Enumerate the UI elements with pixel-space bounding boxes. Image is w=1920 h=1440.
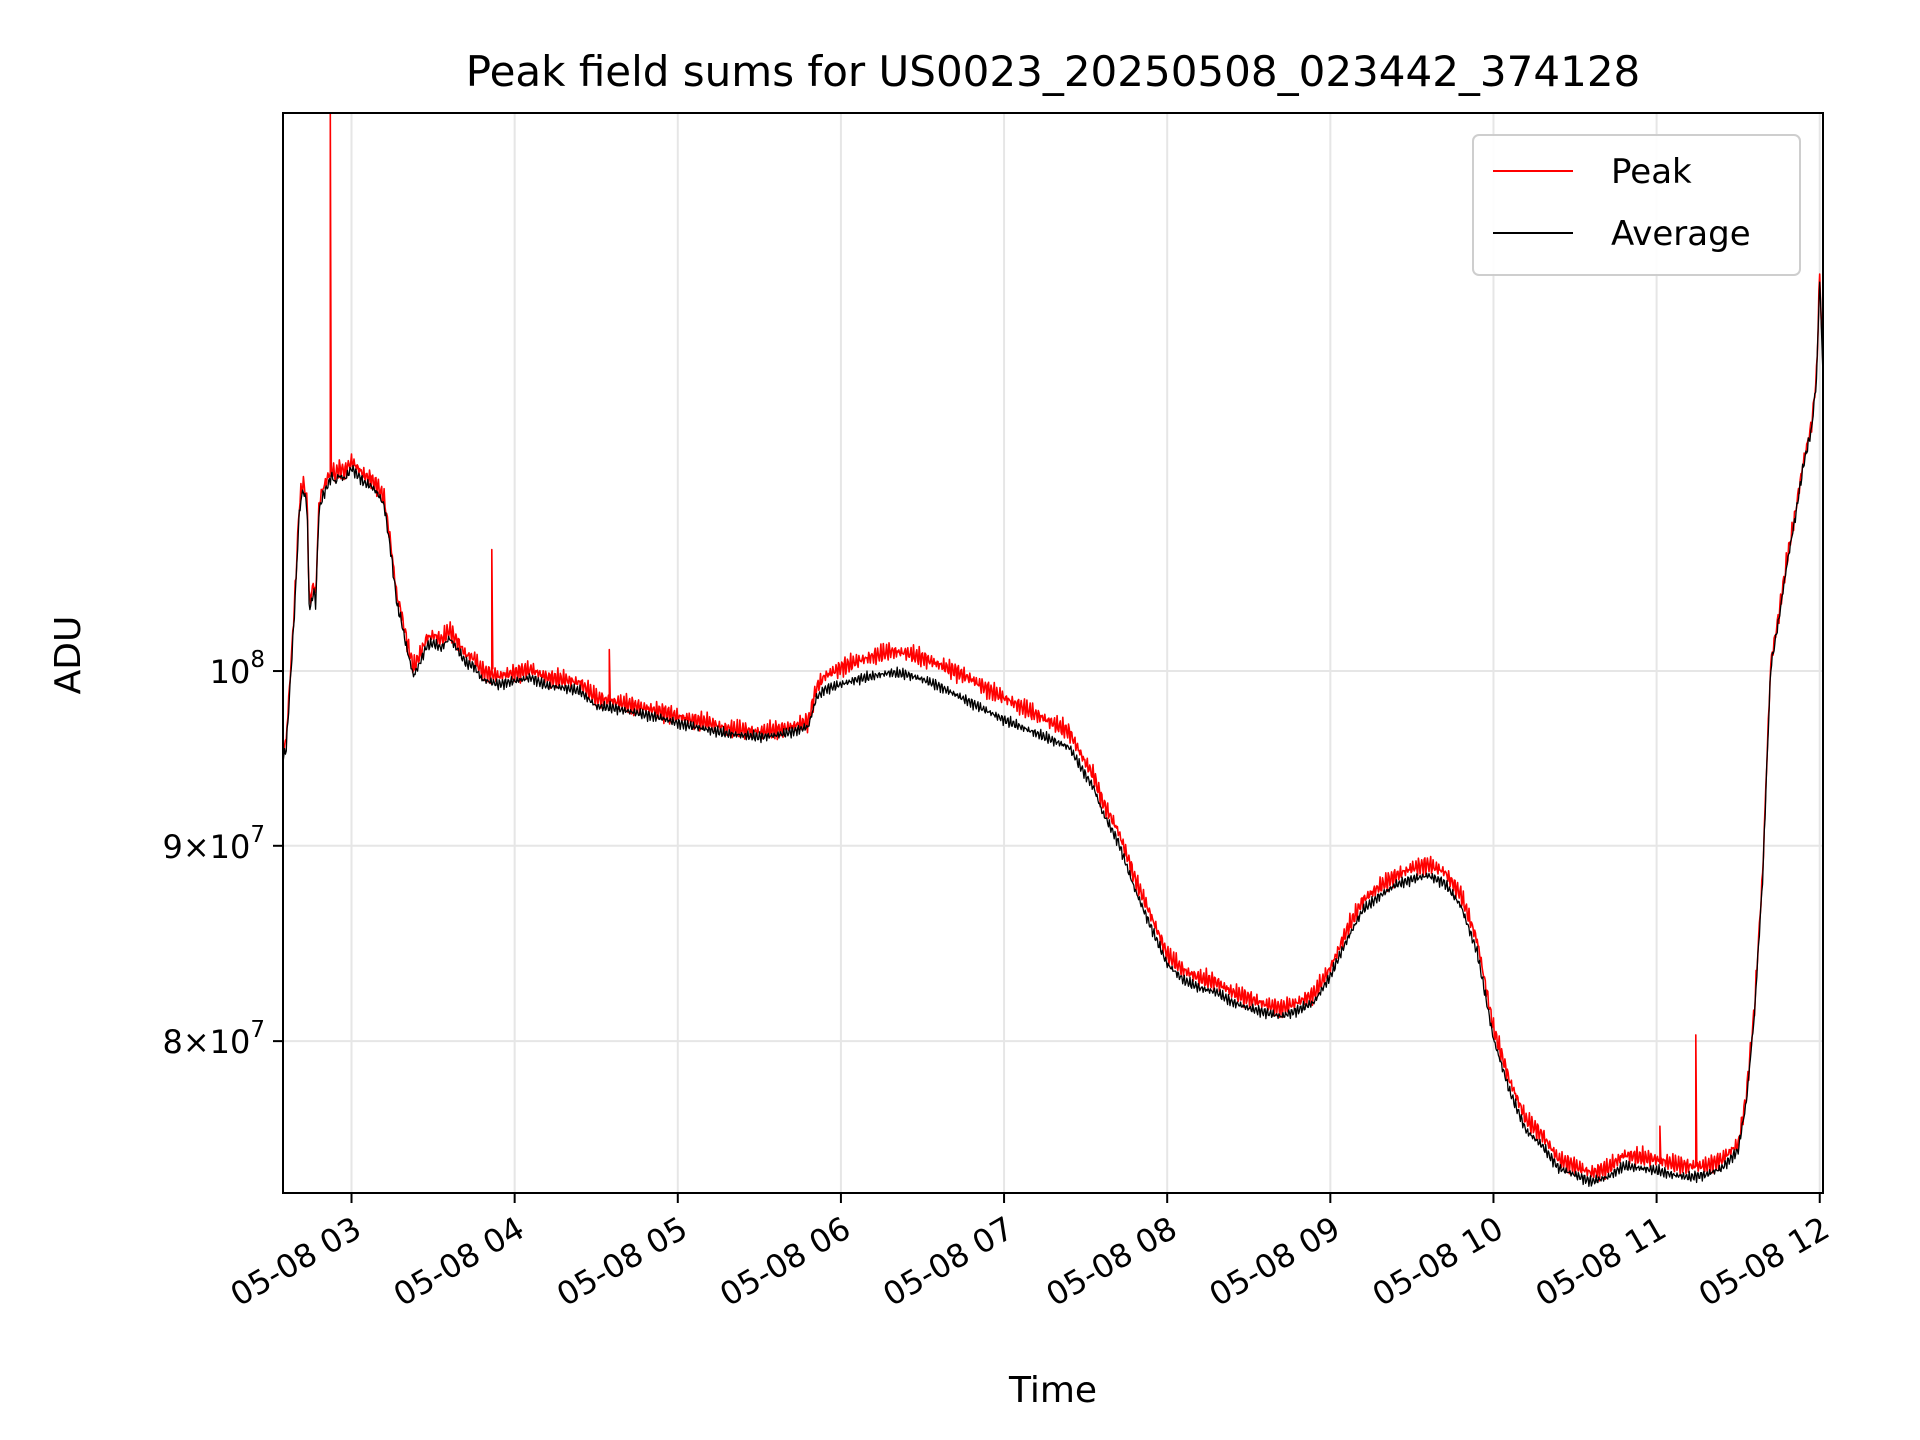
chart-title: Peak field sums for US0023_20250508_0234… bbox=[466, 47, 1641, 96]
y-axis-label: ADU bbox=[48, 616, 89, 695]
series-line-average bbox=[283, 281, 1823, 1187]
x-axis-label: Time bbox=[1008, 1370, 1097, 1411]
y-tick-label: 9×107 bbox=[162, 822, 265, 866]
legend: Peak Average bbox=[1472, 134, 1801, 276]
y-tick-label: 8×107 bbox=[162, 1017, 265, 1061]
grid bbox=[283, 113, 1823, 1193]
legend-label-peak: Peak bbox=[1611, 152, 1692, 192]
plot-frame bbox=[282, 112, 1824, 1194]
series-layer bbox=[283, 113, 1823, 1187]
series-line-peak bbox=[283, 113, 1823, 1182]
y-tick-label: 108 bbox=[210, 647, 265, 691]
legend-label-average: Average bbox=[1611, 214, 1751, 254]
